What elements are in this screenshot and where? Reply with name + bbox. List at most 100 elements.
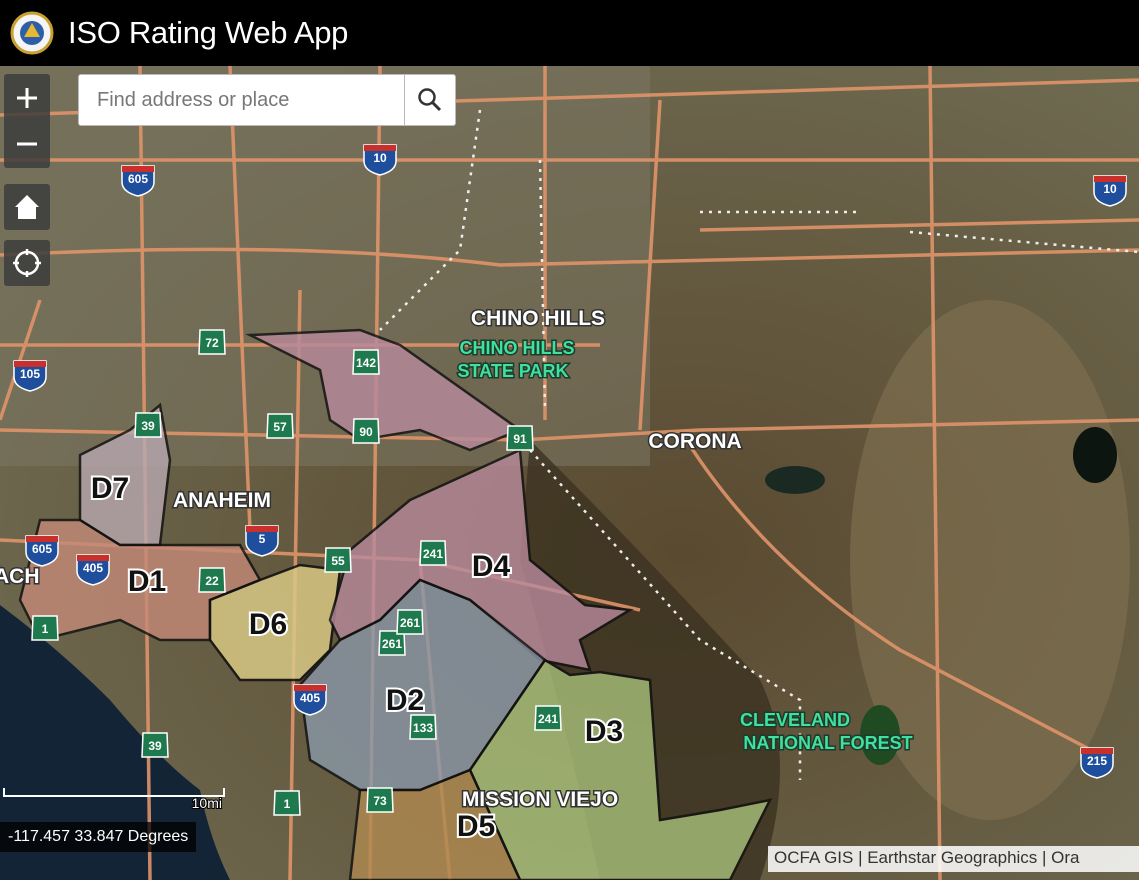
state-shield: 57	[266, 413, 294, 439]
interstate-shield: 5	[245, 525, 279, 557]
park-label: NATIONAL FOREST	[743, 733, 912, 753]
state-shield: 241	[419, 540, 447, 566]
shield-body	[506, 425, 534, 451]
shield-label: 73	[373, 794, 387, 808]
shield-body	[352, 349, 380, 375]
interstate-shield: 405	[293, 684, 327, 716]
shield-label: 261	[400, 616, 420, 630]
locate-icon	[13, 249, 41, 277]
state-shield: 91	[506, 425, 534, 451]
home-button[interactable]	[4, 184, 50, 230]
search-button[interactable]	[404, 75, 455, 125]
shield-body	[273, 790, 301, 816]
interstate-shield: 10	[363, 144, 397, 176]
search-icon	[418, 88, 442, 112]
shield-body	[266, 413, 294, 439]
shield-label: 5	[259, 532, 266, 546]
shield-label: 10	[1103, 182, 1117, 196]
logo	[10, 11, 54, 55]
interstate-shield: 605	[25, 535, 59, 567]
attribution: OCFA GIS | Earthstar Geographics | Ora	[768, 846, 1139, 872]
search-box[interactable]: Find address or place	[78, 74, 456, 126]
shield-label: 241	[423, 547, 443, 561]
shield-label: 241	[538, 712, 558, 726]
shield-body	[293, 684, 327, 716]
interstate-shield: 215	[1080, 747, 1114, 779]
coordinates: -117.457 33.847 Degrees	[0, 822, 197, 852]
shield-body	[13, 360, 47, 392]
urban-area	[0, 66, 650, 466]
shield-label: 405	[83, 561, 103, 575]
shield-label: 57	[273, 420, 287, 434]
state-shield: 1	[31, 615, 59, 641]
interstate-shield: 10	[1093, 175, 1127, 207]
header: ISO Rating Web App	[0, 0, 1139, 66]
search-placeholder[interactable]: Find address or place	[97, 88, 290, 111]
state-shield: 90	[352, 418, 380, 444]
shield-body	[366, 787, 394, 813]
park-area	[860, 705, 900, 765]
place-label: ANAHEIM	[173, 489, 271, 512]
state-shield: 1	[273, 790, 301, 816]
home-icon	[15, 195, 39, 219]
shield-label: 1	[42, 622, 49, 636]
zoom-in-button[interactable]	[4, 75, 50, 121]
district-label: D7	[91, 472, 129, 505]
shield-body	[1080, 747, 1114, 779]
map[interactable]: 605 10 10 105 5 405 605 405 215 72 57 142 90 91 39 55 22…	[0, 66, 1139, 880]
shield-body	[198, 567, 226, 593]
shield-top	[246, 526, 278, 532]
shield-body	[245, 525, 279, 557]
shield-body	[352, 418, 380, 444]
shield-label: 215	[1087, 754, 1107, 768]
shield-body	[198, 329, 226, 355]
shield-label: 72	[205, 336, 219, 350]
lake	[765, 466, 825, 494]
zoom-controls	[4, 74, 50, 168]
shield-top	[1094, 176, 1126, 182]
shield-label: 39	[148, 739, 162, 753]
park-label: STATE PARK	[458, 361, 569, 381]
state-shield: 241	[534, 705, 562, 731]
shield-top	[14, 361, 46, 367]
scale-label: 10mi	[192, 795, 222, 811]
shields: 605 10 10 105 5 405 605 405 215 72 57 142 90 91 39 55 22…	[13, 144, 1127, 816]
shield-label: 39	[141, 419, 155, 433]
valley	[850, 300, 1130, 820]
place-label: MISSION VIEJO	[462, 788, 618, 811]
state-shield: 72	[198, 329, 226, 355]
shield-body	[378, 630, 406, 656]
state-shield: 22	[198, 567, 226, 593]
shield-top	[1081, 748, 1113, 754]
place-label: ACH	[0, 565, 40, 588]
shield-body	[141, 732, 169, 758]
shield-body	[76, 554, 110, 586]
shield-label: 22	[205, 574, 219, 588]
shield-label: 405	[300, 691, 320, 705]
shield-label: 90	[359, 425, 373, 439]
place-label: CHINO HILLS	[471, 307, 605, 330]
lake	[1073, 427, 1117, 483]
zoom-out-button[interactable]	[4, 121, 50, 167]
shield-body	[409, 714, 437, 740]
locate-button[interactable]	[4, 240, 50, 286]
shield-label: 605	[32, 542, 52, 556]
shield-body	[534, 705, 562, 731]
state-shield: 39	[134, 412, 162, 438]
shield-label: 142	[356, 356, 376, 370]
shield-body	[121, 165, 155, 197]
labels: CHINO HILLS CORONA ANAHEIM MISSION VIEJO…	[0, 306, 914, 846]
district-label: D1	[128, 565, 166, 598]
shield-label: 1	[284, 797, 291, 811]
district-label: D4	[472, 550, 511, 583]
shield-top	[364, 145, 396, 151]
shield-label: 91	[513, 432, 527, 446]
boundaries	[379, 109, 1139, 780]
interstate-shield: 405	[76, 554, 110, 586]
shield-body	[396, 609, 424, 635]
shield-top	[26, 536, 58, 542]
interstate-shield: 105	[13, 360, 47, 392]
state-shield: 73	[366, 787, 394, 813]
park-label: CHINO HILLS	[460, 338, 575, 358]
ocean	[0, 605, 230, 880]
